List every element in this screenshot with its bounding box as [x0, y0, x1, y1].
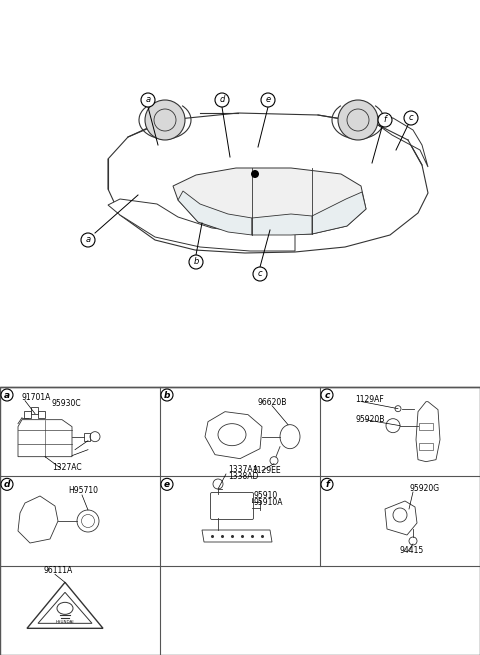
Circle shape — [161, 389, 173, 401]
Bar — [38, 411, 45, 418]
Text: H95710: H95710 — [68, 486, 98, 495]
Text: 1338AD: 1338AD — [228, 472, 258, 481]
Text: a: a — [145, 96, 151, 105]
Text: 1129AF: 1129AF — [355, 395, 384, 403]
Circle shape — [189, 255, 203, 269]
Text: 1327AC: 1327AC — [52, 462, 82, 472]
Text: 96111A: 96111A — [43, 567, 72, 575]
Text: f: f — [384, 115, 386, 124]
Circle shape — [161, 478, 173, 491]
Bar — [0, 387, 480, 655]
Text: 95930C: 95930C — [52, 399, 82, 407]
Polygon shape — [173, 168, 366, 235]
Polygon shape — [252, 214, 312, 235]
Circle shape — [338, 100, 378, 140]
Text: c: c — [258, 269, 262, 278]
Text: 95920G: 95920G — [410, 484, 440, 493]
Bar — [419, 422, 433, 430]
Bar — [84, 433, 90, 441]
Circle shape — [321, 478, 333, 491]
Text: 94415: 94415 — [400, 546, 424, 555]
Polygon shape — [178, 191, 252, 235]
Bar — [419, 443, 433, 450]
Circle shape — [251, 170, 259, 178]
Text: d: d — [219, 96, 225, 105]
Circle shape — [215, 93, 229, 107]
Bar — [24, 411, 31, 418]
Text: a: a — [85, 236, 91, 244]
Polygon shape — [108, 113, 428, 253]
Text: c: c — [408, 113, 413, 122]
Circle shape — [253, 267, 267, 281]
Circle shape — [378, 113, 392, 127]
Text: e: e — [265, 96, 271, 105]
Text: a: a — [4, 390, 10, 400]
Polygon shape — [312, 192, 366, 234]
Polygon shape — [368, 115, 428, 167]
Circle shape — [81, 233, 95, 247]
Text: HYUNDAI: HYUNDAI — [56, 620, 74, 624]
Text: 1129EE: 1129EE — [252, 466, 281, 475]
Circle shape — [404, 111, 418, 125]
Text: 96620B: 96620B — [258, 398, 288, 407]
Text: 95920B: 95920B — [355, 415, 384, 424]
Text: b: b — [164, 390, 170, 400]
Text: 95910A: 95910A — [254, 498, 284, 507]
Circle shape — [1, 478, 13, 491]
Text: b: b — [193, 257, 199, 267]
Text: c: c — [324, 390, 330, 400]
Circle shape — [261, 93, 275, 107]
Bar — [31, 407, 38, 414]
Circle shape — [1, 389, 13, 401]
Text: 95910: 95910 — [254, 491, 278, 500]
Text: f: f — [325, 480, 329, 489]
Text: d: d — [4, 480, 10, 489]
Text: 91701A: 91701A — [22, 392, 51, 402]
Text: e: e — [164, 480, 170, 489]
Polygon shape — [108, 199, 295, 251]
Text: 1337AA: 1337AA — [228, 465, 258, 474]
Circle shape — [321, 389, 333, 401]
Circle shape — [141, 93, 155, 107]
Circle shape — [145, 100, 185, 140]
